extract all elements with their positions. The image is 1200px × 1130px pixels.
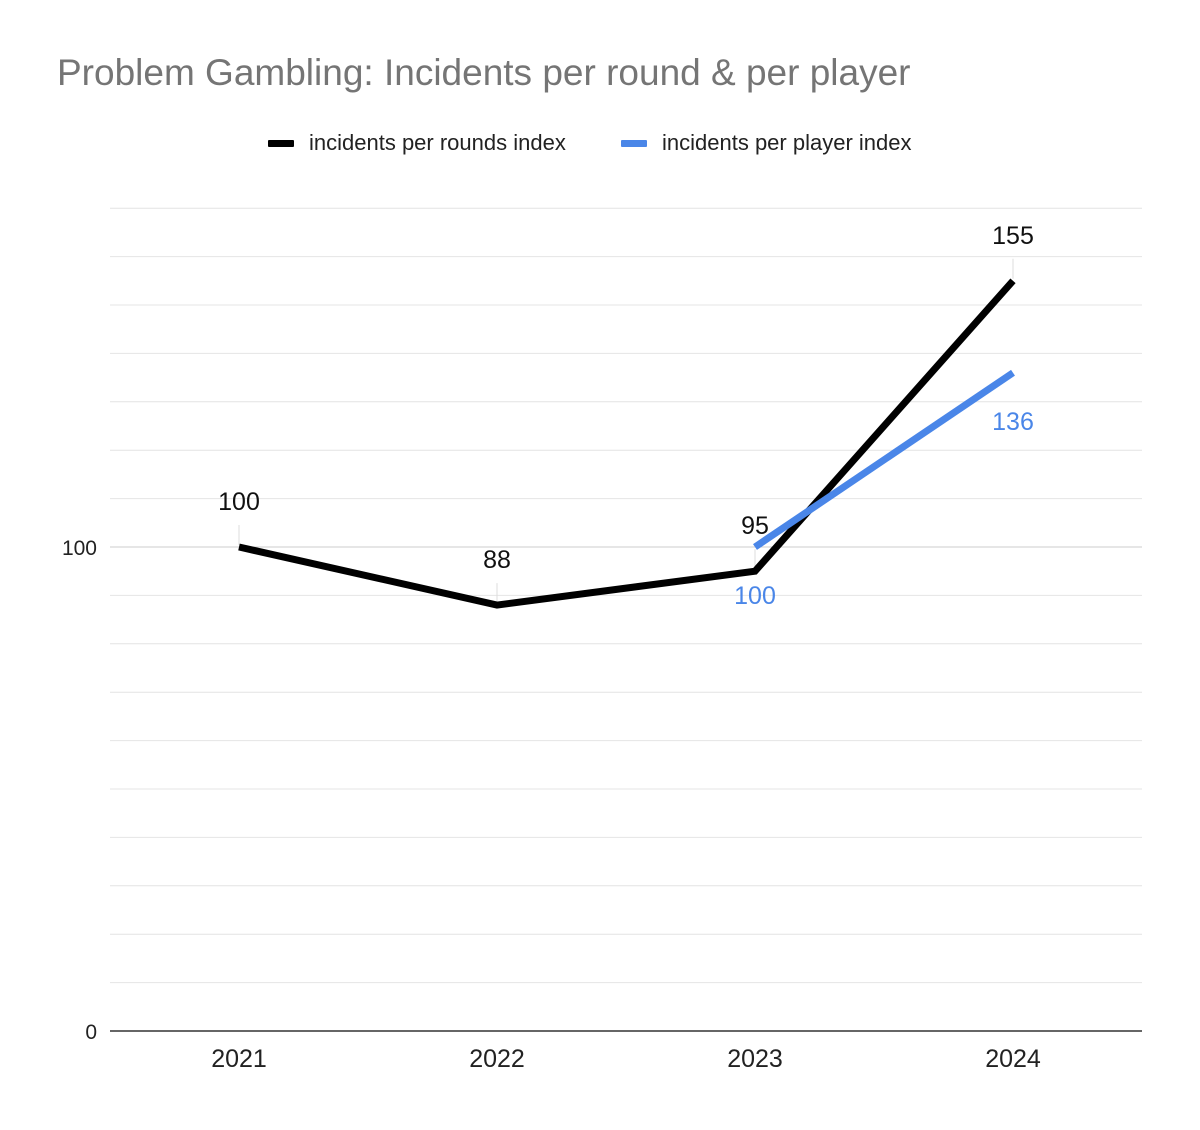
data-label: 155 <box>992 222 1034 250</box>
data-label: 88 <box>483 546 511 574</box>
x-tick-label: 2022 <box>469 1045 525 1073</box>
y-tick-label: 0 <box>85 1021 97 1044</box>
series-line-rounds <box>238 278 1016 609</box>
chart-title: Problem Gambling: Incidents per round & … <box>57 52 911 93</box>
legend-swatch-rounds <box>268 139 294 147</box>
y-tick-label: 100 <box>62 537 97 560</box>
legend-label-rounds: incidents per rounds index <box>309 130 566 155</box>
data-label: 136 <box>992 408 1034 436</box>
legend-swatch-player <box>621 139 647 147</box>
x-tick-label: 2024 <box>985 1045 1041 1073</box>
legend-item-player[interactable]: incidents per player index <box>621 130 911 156</box>
data-label: 95 <box>741 512 769 540</box>
x-tick-label: 2023 <box>727 1045 783 1073</box>
legend-label-player: incidents per player index <box>662 130 912 155</box>
legend: incidents per rounds index incidents per… <box>0 130 1200 162</box>
x-tick-label: 2021 <box>211 1045 267 1073</box>
data-label: 100 <box>734 582 776 610</box>
legend-item-rounds[interactable]: incidents per rounds index <box>268 130 566 156</box>
series-line-player <box>753 369 1015 550</box>
data-label: 100 <box>218 488 260 516</box>
